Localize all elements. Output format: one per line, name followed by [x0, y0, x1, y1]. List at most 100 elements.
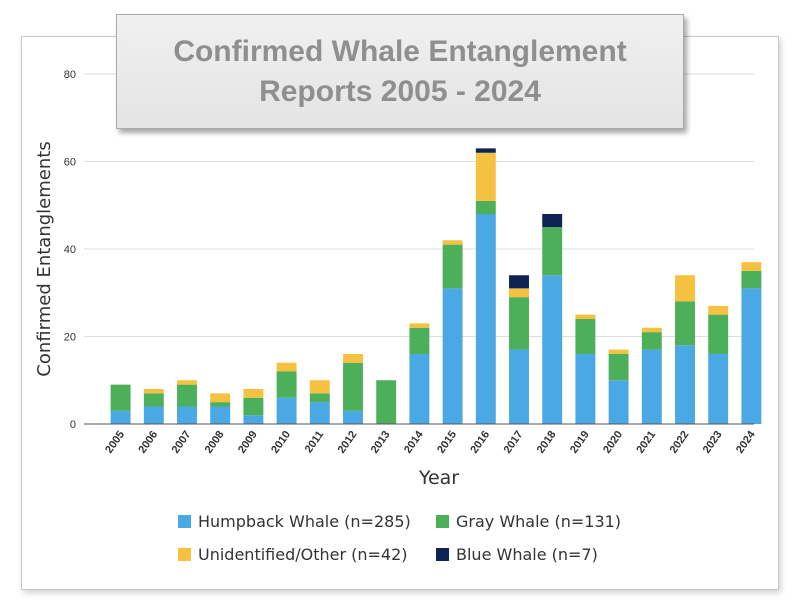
legend-label-unidentified: Unidentified/Other (n=42) [198, 545, 408, 564]
bar-segment [276, 371, 297, 398]
x-tick-label: 2008 [203, 429, 227, 456]
bar-segment [309, 402, 330, 424]
bar-segment [608, 354, 629, 381]
bar-segment [177, 380, 197, 385]
bar-segment [608, 349, 629, 354]
bar-segment [110, 384, 131, 411]
bar-segment [409, 323, 430, 328]
bar-segment [177, 384, 197, 407]
bar-segment [442, 244, 463, 289]
x-tick-labels: 2005 2006 2007 2008 2009 2010 2011 2012 2013 2014… [103, 428, 758, 456]
bar-segment [243, 389, 264, 398]
bar-segment [376, 380, 397, 424]
x-tick-label: 2010 [269, 429, 293, 456]
x-tick-label: 2015 [435, 429, 459, 456]
y-tick-label: 80 [64, 69, 76, 81]
legend-swatch-humpback [178, 515, 191, 528]
x-tick-label: 2022 [668, 429, 692, 456]
bar-segment [210, 406, 231, 424]
bar-segment [575, 319, 596, 354]
bar-segment [276, 362, 297, 372]
bar-segment [509, 275, 529, 289]
bar-segment [542, 227, 563, 276]
legend-item-humpback: Humpback Whale (n=285) [178, 512, 411, 531]
bar-segment [708, 305, 729, 315]
legend-item-unidentified: Unidentified/Other (n=42) [178, 545, 408, 564]
bar-segment [409, 327, 430, 354]
bar-segment [509, 297, 529, 350]
bar-segment [343, 362, 363, 411]
bar-segment [475, 214, 496, 424]
x-axis-label: Year [418, 467, 459, 489]
bar-segment [276, 397, 297, 424]
x-tick-label: 2020 [601, 429, 625, 456]
y-tick-label: 0 [70, 419, 76, 431]
x-tick-label: 2019 [568, 429, 592, 456]
bars [110, 148, 762, 424]
x-tick-label: 2016 [468, 429, 492, 456]
bar-segment [741, 262, 762, 271]
bar-segment [641, 349, 662, 424]
bar-segment [243, 415, 264, 424]
bar-segment [708, 314, 729, 354]
bar-segment [475, 200, 496, 214]
x-tick-label: 2006 [136, 429, 160, 456]
legend-swatch-gray [436, 515, 449, 528]
bar-segment [442, 288, 463, 424]
bar-segment [509, 349, 529, 424]
bar-segment [708, 354, 729, 424]
bar-segment [542, 275, 563, 424]
y-tick-label: 40 [64, 244, 76, 256]
bar-segment [608, 380, 629, 424]
x-tick-label: 2013 [369, 429, 393, 456]
bar-segment [442, 240, 463, 245]
y-tick-label: 60 [64, 157, 76, 169]
bar-segment [675, 275, 695, 302]
chart-title-line-2: Reports 2005 - 2024 [259, 74, 541, 108]
bar-segment [210, 402, 231, 407]
legend-label-humpback: Humpback Whale (n=285) [198, 512, 411, 531]
bar-segment [741, 270, 762, 289]
bar-segment [243, 397, 264, 416]
chart-title-box: Confirmed Whale Entanglement Reports 200… [116, 14, 684, 129]
y-tick-labels: 0 20 40 60 80 [64, 69, 76, 431]
bar-segment [542, 214, 563, 228]
x-tick-label: 2014 [402, 428, 426, 456]
legend-item-blue: Blue Whale (n=7) [436, 545, 598, 564]
x-tick-label: 2018 [535, 429, 559, 456]
bar-segment [575, 314, 596, 319]
legend-swatch-unidentified [178, 548, 191, 561]
bar-segment [675, 301, 695, 346]
bar-segment [143, 406, 164, 424]
bar-segment [475, 152, 496, 201]
bar-segment [409, 354, 430, 424]
bar-segment [177, 406, 197, 424]
bar-segment [509, 288, 529, 298]
x-tick-label: 2021 [634, 429, 658, 456]
bar-segment [343, 354, 363, 363]
bar-segment [641, 327, 662, 333]
x-tick-label: 2009 [236, 429, 260, 456]
bar-segment [641, 332, 662, 350]
legend-swatch-blue [436, 548, 449, 561]
bar-segment [110, 410, 131, 424]
x-tick-label: 2011 [303, 429, 327, 455]
legend-label-gray: Gray Whale (n=131) [456, 512, 622, 531]
legend-item-gray: Gray Whale (n=131) [436, 512, 621, 531]
x-tick-label: 2007 [170, 429, 194, 456]
bar-segment [309, 380, 330, 394]
x-tick-label: 2005 [103, 429, 127, 456]
bar-segment [143, 393, 164, 407]
y-tick-label: 20 [64, 332, 76, 344]
bar-segment [575, 354, 596, 424]
bar-segment [343, 410, 363, 424]
x-tick-label: 2023 [701, 429, 725, 456]
bar-segment [143, 389, 164, 394]
y-axis-label: Confirmed Entanglements [34, 141, 55, 376]
bar-segment [741, 288, 762, 424]
bar-segment [475, 148, 496, 153]
bar-segment [675, 345, 695, 424]
x-tick-label: 2017 [502, 429, 526, 456]
bar-segment [210, 393, 231, 403]
